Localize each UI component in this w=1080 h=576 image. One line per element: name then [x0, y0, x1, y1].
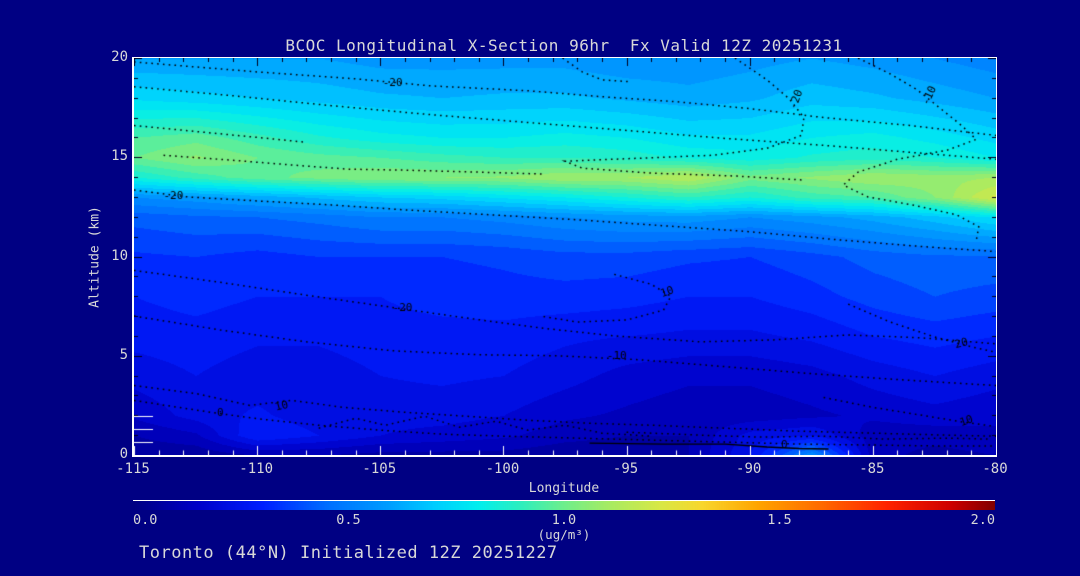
- colorbar-tick-label: 2.0: [970, 512, 995, 528]
- colorbar-tick-label: 1.0: [551, 512, 577, 528]
- x-tick-label: -90: [736, 461, 762, 477]
- x-tick-label: -115: [116, 461, 150, 477]
- colorbar-tick-label: 0.5: [336, 512, 361, 528]
- xsection-plot-canvas: [132, 57, 997, 457]
- colorbar-unit-label: (ug/m³): [537, 527, 591, 542]
- y-tick-label: 0: [119, 446, 128, 462]
- colorbar-tick-label: 0.0: [133, 512, 158, 528]
- y-tick-label: 15: [111, 148, 128, 165]
- init-caption: Toronto (44°N) Initialized 12Z 20251227: [139, 543, 558, 563]
- x-tick-label: -80: [982, 461, 1008, 477]
- x-tick-label: -100: [485, 461, 520, 477]
- y-tick-label: 20: [111, 49, 128, 65]
- colorbar-gradient: [133, 500, 995, 510]
- x-axis-title: Longitude: [528, 481, 600, 496]
- x-tick-label: -110: [239, 461, 273, 477]
- colorbar-tick-label: 1.5: [767, 512, 792, 528]
- y-tick-label: 5: [119, 346, 128, 363]
- x-tick-label: -105: [362, 461, 397, 477]
- chart-title: BCOC Longitudinal X-Section 96hr Fx Vali…: [285, 36, 843, 55]
- x-tick-label: -85: [859, 461, 885, 477]
- y-tick-label: 10: [111, 247, 128, 264]
- x-tick-label: -95: [612, 461, 639, 477]
